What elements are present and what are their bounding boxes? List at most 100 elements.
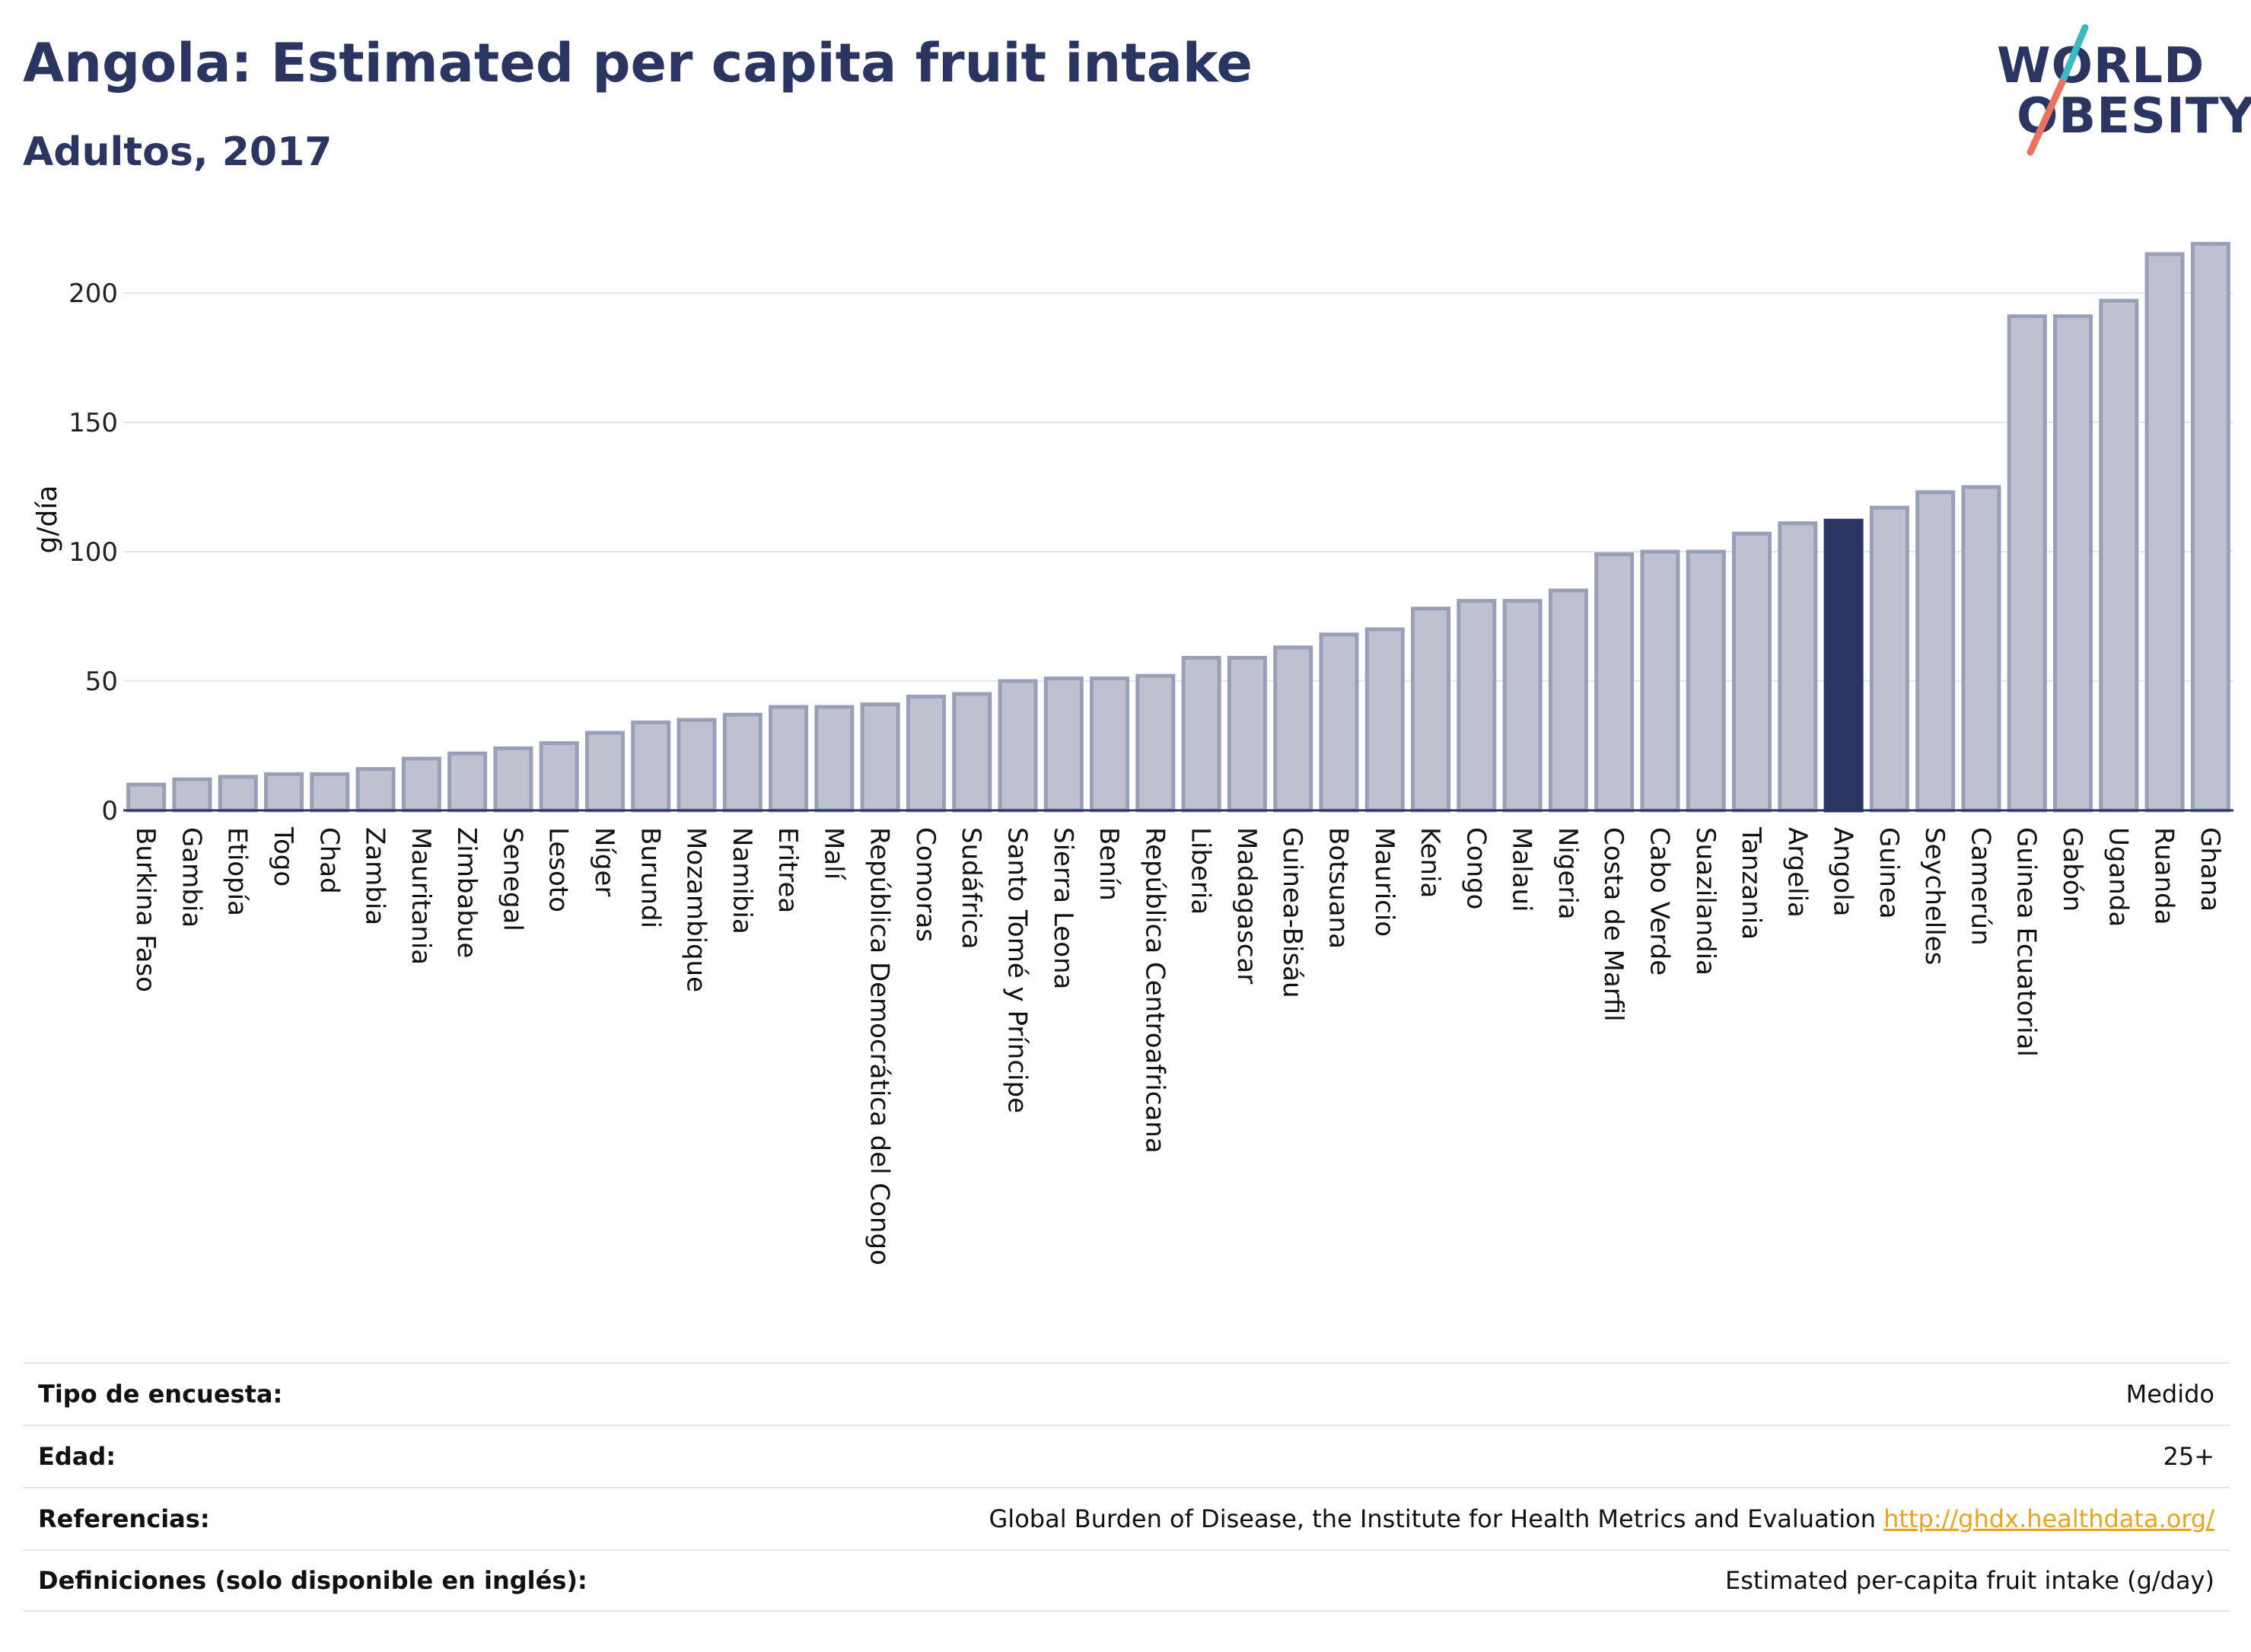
- bar-32: [1594, 552, 1635, 813]
- bar-34: [1686, 549, 1726, 813]
- bar-30: [1502, 599, 1543, 813]
- y-tick-label: 0: [101, 796, 118, 826]
- bar-28: [1411, 606, 1451, 813]
- x-tick-label: Lesoto: [543, 827, 574, 912]
- bar-25: [1273, 645, 1313, 813]
- bar-9: [539, 741, 579, 813]
- x-tick-label: Guinea Ecuatorial: [2011, 827, 2042, 1057]
- bar-16: [860, 702, 900, 813]
- bar-19: [998, 679, 1038, 813]
- x-tick-label: Senegal: [497, 827, 527, 931]
- bar-23: [1181, 655, 1221, 813]
- bar-38: [1869, 505, 1909, 813]
- x-tick-label: Camerún: [1965, 827, 1995, 946]
- x-tick-label: Cabo Verde: [1644, 827, 1674, 976]
- bar-20: [1043, 676, 1084, 813]
- x-tick-label: Sierra Leona: [1048, 827, 1078, 989]
- info-row-references: Referencias: Global Burden of Disease, t…: [23, 1487, 2230, 1549]
- info-value-references: Global Burden of Disease, the Institute …: [989, 1504, 2215, 1533]
- bar-8: [493, 746, 533, 813]
- bar-chart: 0 50 100 150 200 g/día Burkina Faso Gambia Etiop…: [32, 241, 2233, 1265]
- x-tick-label: República Centroafricana: [1139, 827, 1170, 1154]
- bar-26: [1319, 632, 1359, 813]
- info-row-definitions: Definiciones (solo disponible en inglés)…: [23, 1549, 2230, 1612]
- x-tick-label: Chad: [314, 827, 344, 894]
- info-value-definitions: Estimated per-capita fruit intake (g/day…: [1724, 1566, 2214, 1595]
- bar-27: [1364, 627, 1405, 813]
- y-axis-label: g/día: [32, 485, 63, 554]
- info-label-references: Referencias:: [38, 1504, 210, 1533]
- y-tick-label: 150: [68, 408, 118, 438]
- info-value-age: 25+: [2163, 1442, 2214, 1471]
- x-tick-label: Tanzania: [1736, 826, 1766, 940]
- x-tick-label: Nigeria: [1552, 827, 1583, 920]
- x-tick-label: Botsuana: [1323, 827, 1353, 949]
- x-tick-label: Eritrea: [772, 827, 803, 913]
- x-tick-label: Liberia: [1186, 827, 1216, 915]
- info-table: Tipo de encuesta: Medido Edad: 25+ Refer…: [23, 1362, 2230, 1612]
- x-tick-label: Argelia: [1781, 827, 1812, 918]
- bar-43: [2099, 298, 2139, 813]
- x-tick-label: Guinea-Bisáu: [1277, 827, 1307, 998]
- references-text: Global Burden of Disease, the Institute …: [989, 1504, 1884, 1533]
- bar-39: [1915, 490, 1956, 813]
- x-tick-label: Malaui: [1507, 827, 1537, 912]
- x-tick-label: Etiopía: [222, 827, 253, 916]
- x-tick-label: Costa de Marfil: [1598, 827, 1629, 1022]
- x-tick-label: Gambia: [176, 827, 206, 928]
- x-tick-label: Benín: [1094, 827, 1124, 901]
- bar-41: [2007, 314, 2047, 813]
- bar-1: [172, 777, 212, 813]
- x-tick-label: Ghana: [2195, 827, 2225, 912]
- y-tick-label: 50: [85, 667, 118, 697]
- bar-14: [769, 705, 809, 813]
- info-label-age: Edad:: [38, 1442, 116, 1471]
- bar-33: [1640, 549, 1680, 813]
- x-tick-label: Congo: [1460, 827, 1491, 909]
- x-tick-label: Zimbabue: [451, 827, 482, 958]
- x-tick-label: Namibia: [727, 827, 757, 934]
- x-tick-label: Kenia: [1415, 827, 1445, 898]
- x-tick-label: Mozambique: [681, 827, 712, 992]
- x-tick-label: Ruanda: [2149, 827, 2179, 925]
- chart-subtitle: Adultos, 2017: [23, 129, 333, 175]
- bar-4: [310, 772, 350, 813]
- bar-11: [631, 720, 671, 813]
- bar-42: [2053, 314, 2093, 813]
- x-tick-label: Togo: [268, 826, 298, 886]
- bar-15: [814, 705, 855, 813]
- info-label-definitions: Definiciones (solo disponible en inglés)…: [38, 1566, 587, 1595]
- info-row-age: Edad: 25+: [23, 1424, 2230, 1487]
- y-tick-label: 100: [68, 537, 118, 568]
- x-tick-label: Uganda: [2103, 827, 2133, 927]
- bar-22: [1135, 673, 1176, 813]
- bar-45: [2190, 241, 2230, 813]
- x-tick-label: Sudáfrica: [956, 827, 986, 949]
- bar-17: [906, 694, 946, 813]
- world-obesity-logo[interactable]: WORLD OBESITY: [1986, 21, 2251, 158]
- x-tick-label: República Democrática del Congo: [864, 827, 895, 1265]
- x-tick-label: Burundi: [635, 827, 665, 928]
- x-tick-label: Santo Tomé y Príncipe: [1002, 827, 1033, 1113]
- bar-7: [447, 751, 488, 813]
- x-tick-label: Gabón: [2057, 827, 2087, 912]
- references-link[interactable]: http://ghdx.healthdata.org/: [1883, 1504, 2214, 1533]
- bar-0: [126, 782, 167, 813]
- bar-5: [355, 767, 396, 813]
- bar-31: [1548, 588, 1588, 813]
- bar-18: [952, 692, 992, 813]
- x-tick-label: Mauritania: [406, 827, 436, 965]
- info-value-survey-type: Medido: [2125, 1380, 2214, 1408]
- y-tick-label: 200: [68, 279, 118, 309]
- chart-title: Angola: Estimated per capita fruit intak…: [23, 32, 1253, 94]
- bar-21: [1090, 676, 1130, 813]
- x-tick-label: Comoras: [910, 827, 941, 942]
- x-tick-label: Madagascar: [1231, 827, 1262, 984]
- info-label-survey-type: Tipo de encuesta:: [38, 1380, 283, 1408]
- bar-10: [584, 731, 625, 813]
- x-tick-label: Burkina Faso: [130, 827, 161, 992]
- x-tick-label: Guinea: [1874, 827, 1904, 919]
- bar-40: [1961, 485, 2001, 813]
- x-tick-label: Angola: [1828, 827, 1858, 916]
- logo-word-world: WORLD: [1997, 38, 2205, 94]
